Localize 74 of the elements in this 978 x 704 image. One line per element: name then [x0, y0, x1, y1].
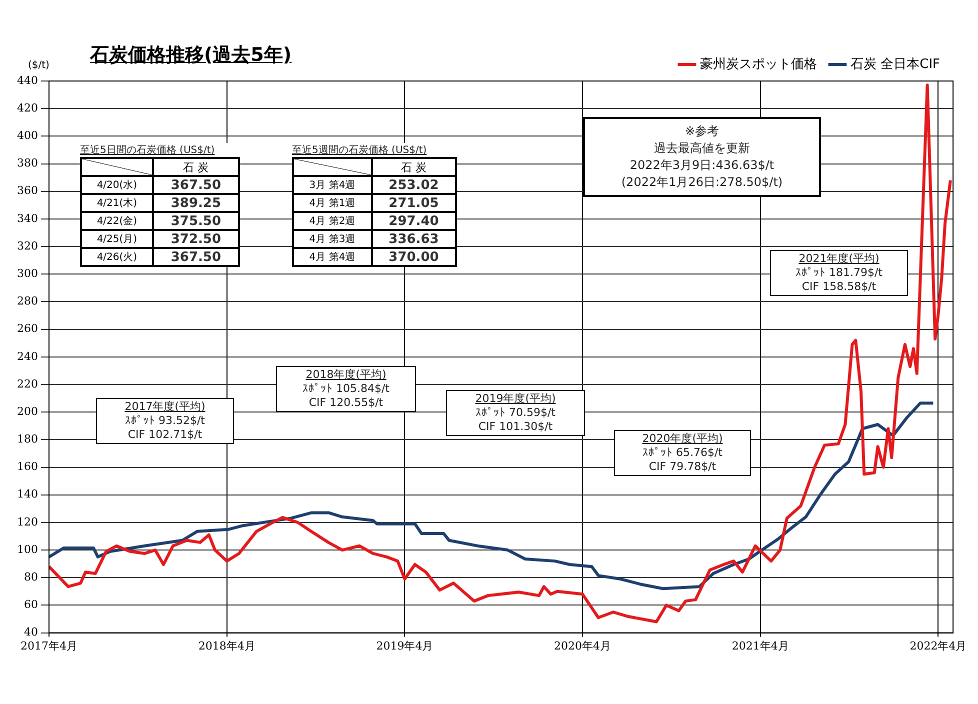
annotation: CIF 158.58$/t [802, 280, 876, 293]
annotation: 過去最高値を更新 [654, 141, 750, 155]
annotation: 至近5週間の石炭価格 (US$/t) [292, 144, 428, 157]
annotation: 4/25(月) [81, 230, 153, 248]
y-tick-label: 180 [16, 432, 38, 446]
annotation: 2022年3月9日:436.63$/t [630, 158, 774, 172]
annotation: 253.02 [372, 176, 456, 194]
annotation: 4月 第1週 [293, 194, 372, 212]
annotation: 4月 第3週 [293, 230, 372, 248]
annotation: 372.50 [152, 230, 239, 248]
y-tick-label: 440 [16, 74, 38, 87]
y-tick-label: 420 [16, 101, 38, 114]
x-tick-label: 2020年4月 [554, 639, 612, 652]
annotation: CIF 101.30$/t [478, 420, 553, 433]
y-tick-label: 160 [16, 460, 38, 474]
x-tick-label: 2019年4月 [376, 639, 434, 652]
annotation: CIF 79.78$/t [648, 460, 716, 473]
annotation: ｽﾎﾟｯﾄ 65.76$/t [642, 446, 722, 459]
annotation: 2021年度(平均) [798, 252, 880, 265]
annotation: ｽﾎﾟｯﾄ 181.79$/t [795, 266, 882, 279]
annotation: CIF 102.71$/t [128, 428, 202, 441]
annotation: 367.50 [152, 248, 239, 266]
annotation: 4月 第2週 [293, 212, 372, 230]
annotation: 3月 第4週 [293, 176, 372, 194]
annotation: 297.40 [372, 212, 456, 230]
x-tick-label: 2018年4月 [198, 639, 256, 652]
annotation: 2020年度(平均) [642, 432, 723, 445]
annotation: ｽﾎﾟｯﾄ 70.59$/t [475, 406, 556, 419]
y-tick-label: 300 [16, 266, 38, 280]
annotation: 4/26(火) [81, 248, 153, 266]
x-tick-label: 2017年4月 [20, 639, 78, 652]
annotation: 367.50 [152, 176, 239, 194]
annotation: ｽﾎﾟｯﾄ 105.84$/t [302, 382, 390, 395]
annotation: 4/21(木) [81, 194, 153, 212]
annotation: ｽﾎﾟｯﾄ 93.52$/t [124, 414, 205, 427]
legend-label: 豪州炭スポット価格 [700, 56, 817, 72]
y-tick-label: 140 [16, 488, 38, 501]
x-tick-label: 2021年4月 [732, 639, 789, 652]
y-tick-label: 200 [16, 404, 38, 418]
legend-label: 石炭 全日本CIF [850, 56, 940, 72]
annotation: 石 炭 [152, 158, 239, 176]
y-tick-label: 260 [16, 322, 38, 336]
y-tick-label: 220 [16, 377, 38, 390]
annotation: 至近5日間の石炭価格 (US$/t) [80, 144, 216, 157]
y-tick-label: 100 [16, 542, 38, 556]
y-tick-label: 120 [16, 515, 38, 528]
annotation: (2022年1月26日:278.50$/t) [621, 175, 783, 189]
y-tick-label: 40 [24, 626, 38, 639]
annotation: 389.25 [152, 194, 239, 212]
annotation: 石 炭 [372, 158, 456, 176]
y-tick-label: 380 [16, 156, 38, 170]
x-tick-label: 2022年4月 [910, 639, 967, 652]
y-axis-title: ($/t) [28, 60, 50, 71]
annotation: 370.00 [372, 248, 456, 266]
annotation: 4/22(金) [81, 212, 153, 230]
annotation: 2019年度(平均) [475, 392, 556, 405]
y-tick-label: 280 [16, 294, 38, 308]
y-tick-label: 60 [24, 598, 38, 612]
annotation: 4/20(水) [81, 176, 153, 194]
annotation: 2018年度(平均) [306, 368, 386, 381]
annotation: 271.05 [372, 194, 456, 212]
y-tick-label: 80 [24, 570, 38, 584]
annotation: CIF 120.55$/t [308, 396, 384, 409]
annotation: 2017年度(平均) [124, 400, 206, 413]
y-tick-label: 340 [16, 212, 38, 225]
y-tick-label: 400 [16, 129, 38, 142]
annotation: ※参考 [684, 124, 720, 138]
chart-title: 石炭価格推移(過去5年) [90, 43, 292, 68]
y-tick-label: 320 [16, 239, 38, 252]
annotation: 336.63 [372, 230, 456, 248]
y-tick-label: 360 [16, 184, 38, 198]
y-tick-label: 240 [16, 350, 38, 363]
annotation: 375.50 [152, 212, 239, 230]
annotation: 4月 第4週 [293, 248, 372, 266]
